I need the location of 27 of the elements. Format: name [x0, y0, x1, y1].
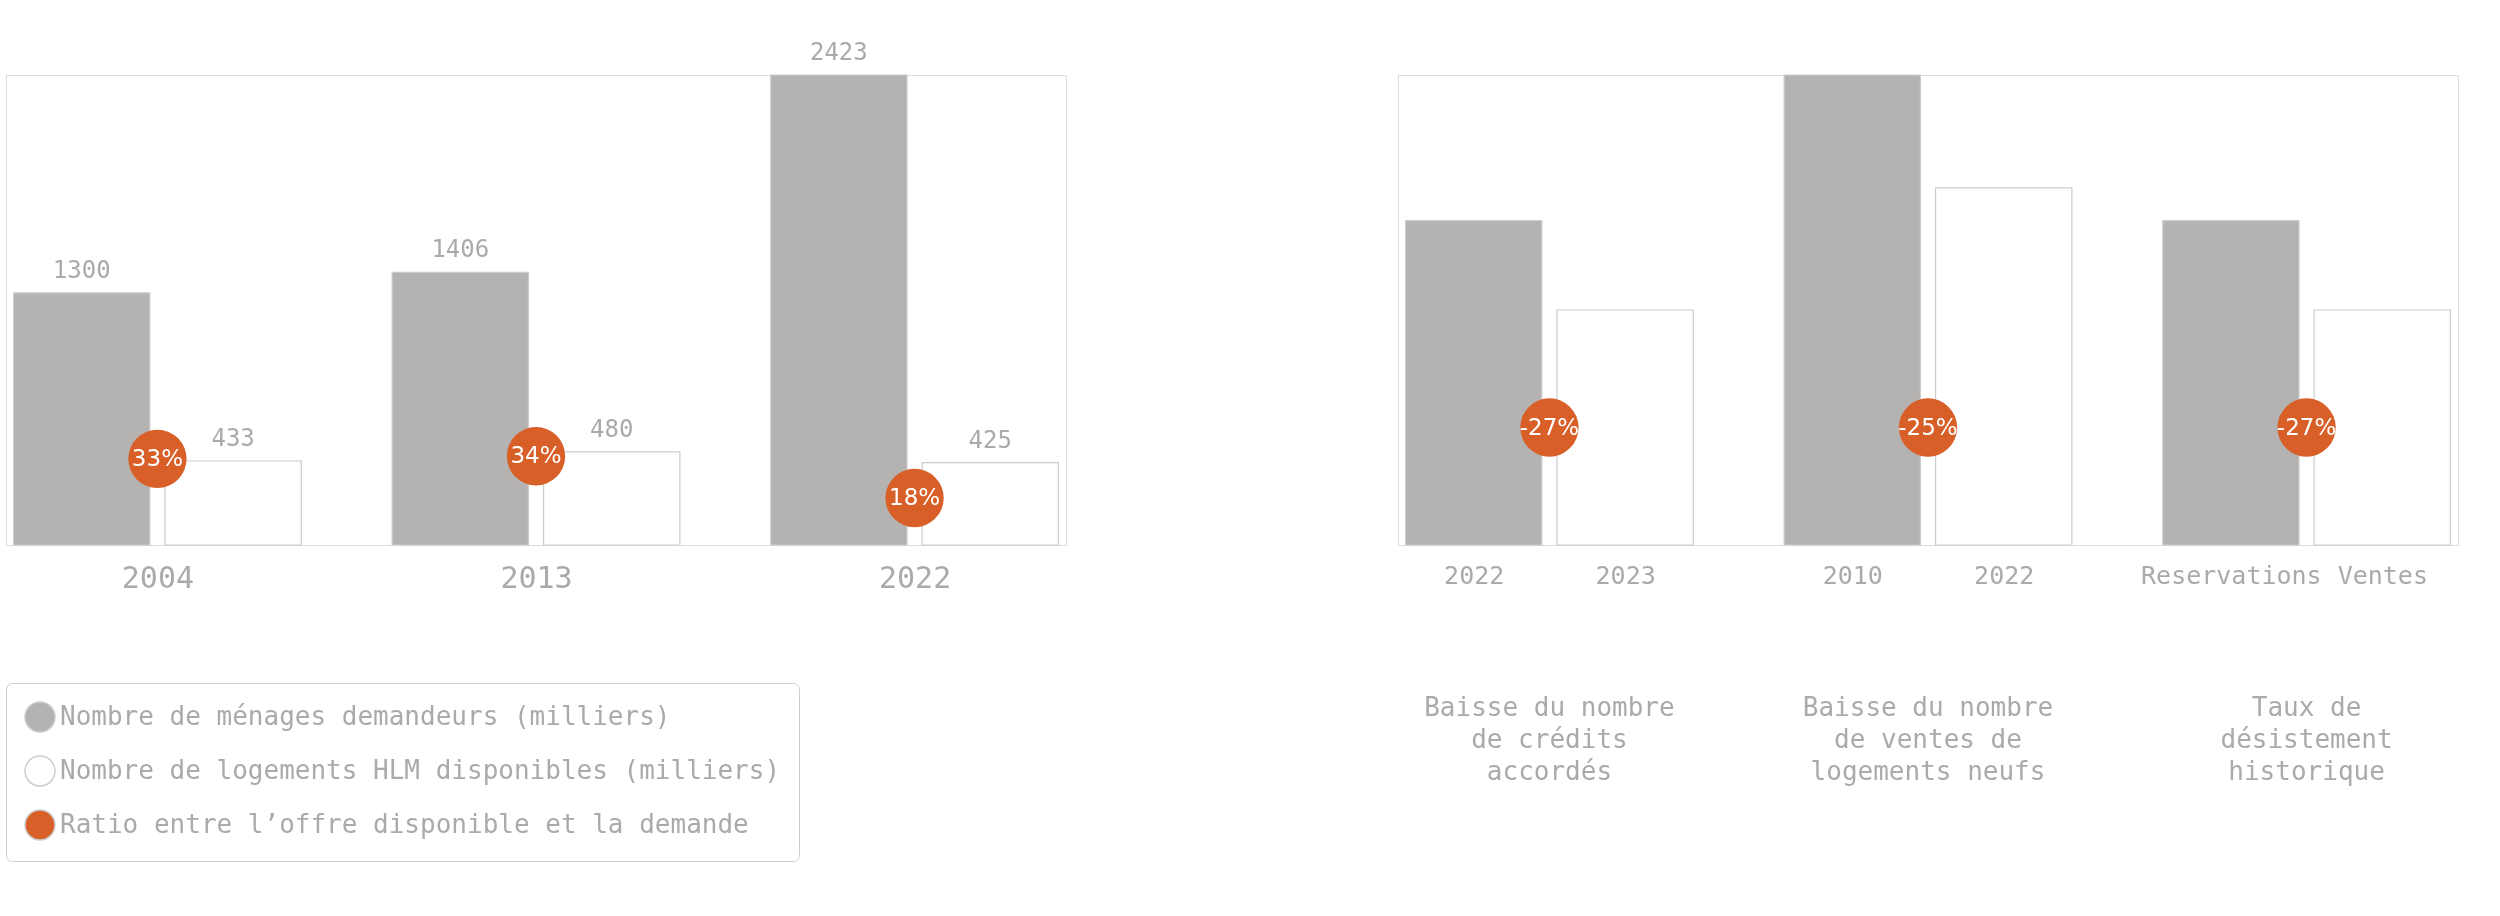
- data-label: 2423: [809, 38, 868, 66]
- legend-label: Nombre de ménages demandeurs (milliers): [60, 701, 671, 731]
- text: Taux de désistement historique: [2220, 692, 2393, 786]
- text: Baisse du nombre de crédits accordés: [1424, 692, 1675, 786]
- annotation: -25%: [1898, 413, 1958, 440]
- annotation: -27%: [1519, 413, 1580, 440]
- x-tick-label: 2022: [1444, 560, 1505, 590]
- text: Baisse du nombre de ventes de logements neufs: [1802, 692, 2054, 786]
- x-tick-label: 2022: [878, 559, 952, 595]
- annotation: -27%: [2276, 413, 2337, 440]
- data-label: 425: [968, 425, 1012, 454]
- data-label: 34%: [510, 442, 562, 469]
- legend-label: Nombre de logements HLM disponibles (milliers): [60, 755, 781, 785]
- x-tick-label: Reservations: [2141, 560, 2322, 590]
- data-label: 1300: [52, 255, 111, 284]
- legend-label: Ratio entre l’offre disponible et la demande: [60, 809, 749, 839]
- data-label: 18%: [889, 484, 941, 510]
- data-label: 33%: [131, 444, 183, 471]
- data-label: 480: [590, 414, 634, 443]
- data-label: 1406: [431, 235, 490, 264]
- x-tick-label: 2004: [121, 559, 195, 595]
- data-label: 433: [211, 424, 255, 453]
- x-tick-label: Ventes: [2337, 560, 2428, 590]
- x-tick-label: 2022: [1974, 560, 2035, 590]
- x-tick-label: 2023: [1595, 560, 1656, 590]
- x-tick-label: 2010: [1822, 560, 1883, 590]
- x-tick-label: 2013: [500, 559, 573, 595]
